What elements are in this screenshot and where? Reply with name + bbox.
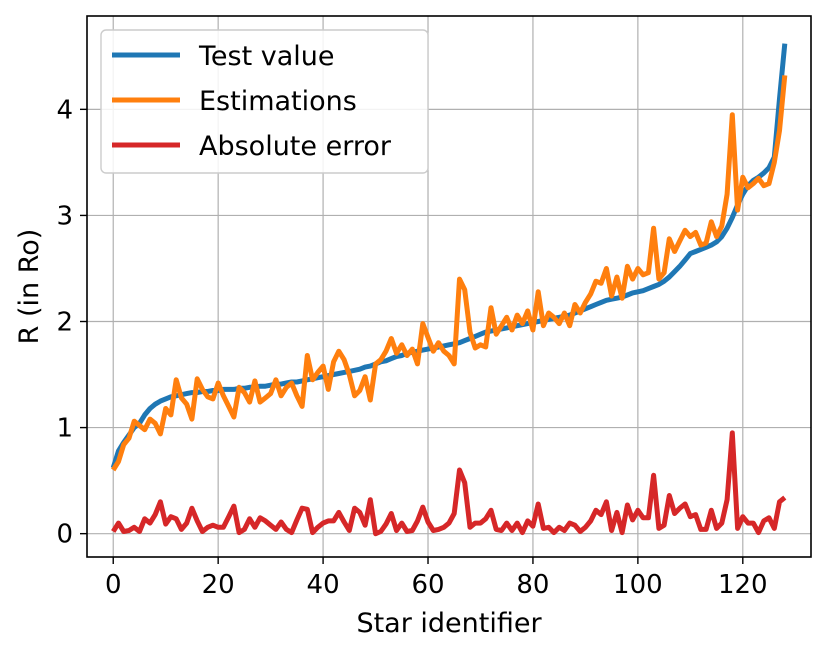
y-tick-label: 2 — [56, 308, 73, 338]
y-tick-label: 4 — [56, 95, 73, 125]
x-tick-label: 80 — [516, 570, 549, 600]
x-tick-label: 120 — [718, 570, 768, 600]
x-tick-label: 20 — [202, 570, 235, 600]
ticks: 0 20 40 60 80 100 120 0 1 2 3 4 — [56, 95, 767, 600]
legend-label: Estimations — [199, 86, 357, 117]
series-line-test-value — [110, 43, 788, 469]
legend-label: Test value — [198, 41, 335, 72]
y-tick-label: 0 — [56, 520, 73, 550]
x-tick-label: 40 — [307, 570, 340, 600]
legend: Test value Estimations Absolute error — [100, 29, 429, 174]
x-tick-label: 0 — [105, 570, 122, 600]
x-axis-label: Star identifier — [356, 608, 542, 639]
legend-box — [100, 29, 429, 174]
x-tick-label: 60 — [411, 570, 444, 600]
series-line-estimations — [111, 75, 788, 472]
y-tick-label: 1 — [56, 414, 73, 444]
y-tick-label: 3 — [56, 201, 73, 231]
x-tick-label: 100 — [613, 570, 663, 600]
y-axis-label: R (in Ro) — [14, 229, 45, 345]
plot-frame — [86, 15, 812, 558]
legend-label: Absolute error — [199, 131, 392, 162]
series-line-absolute-error — [111, 430, 787, 537]
series-layer — [110, 43, 788, 537]
